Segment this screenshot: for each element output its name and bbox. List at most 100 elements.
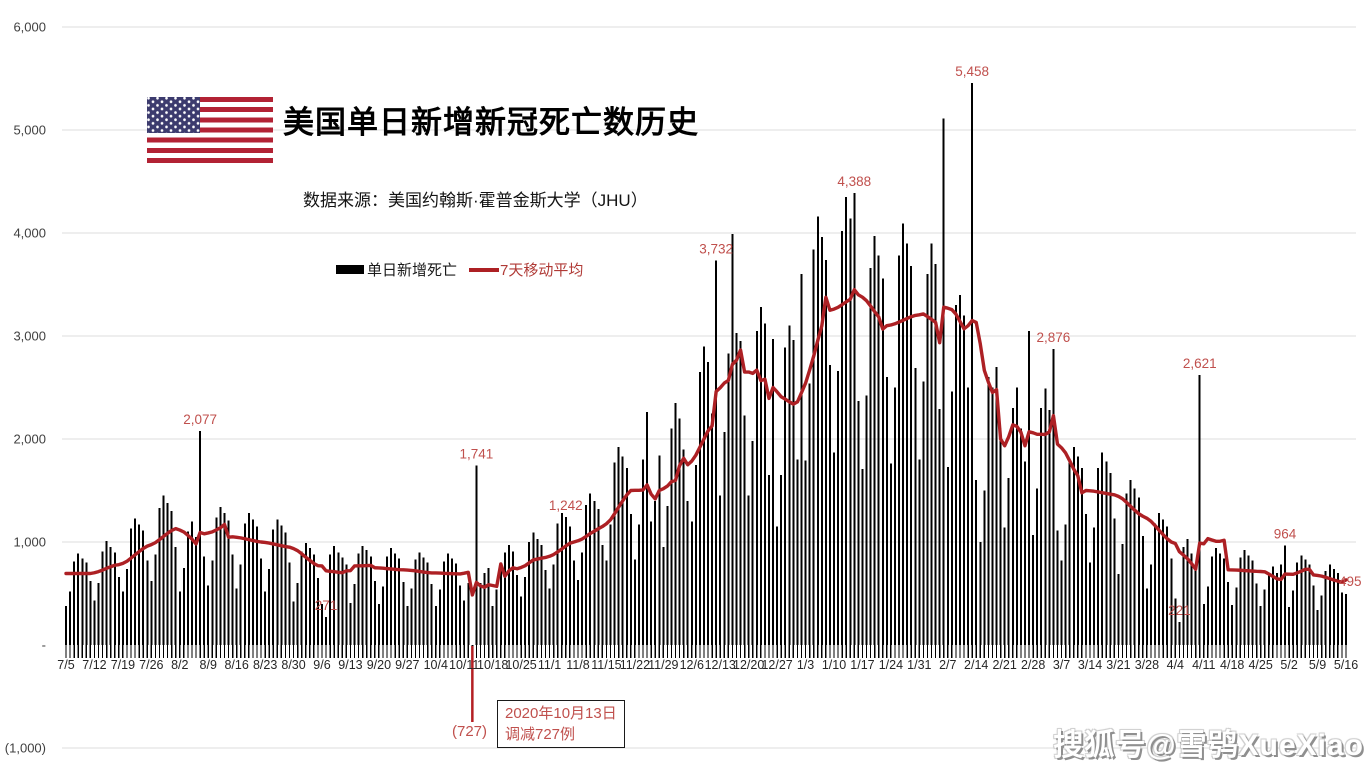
daily-bar: [532, 532, 535, 645]
daily-bar: [101, 551, 104, 645]
x-tick-label: 12/13: [705, 658, 736, 672]
daily-bar: [215, 517, 218, 645]
x-tick-label: 3/7: [1053, 658, 1070, 672]
daily-bar: [930, 243, 933, 646]
daily-bar: [585, 504, 588, 645]
daily-bar: [93, 600, 96, 645]
daily-bar: [629, 514, 632, 645]
daily-bar: [658, 455, 661, 645]
annotation-label: 2,621: [1183, 356, 1217, 371]
daily-bar: [690, 521, 693, 645]
y-tick-label: 4,000: [13, 226, 46, 241]
daily-bar: [516, 574, 519, 645]
daily-bar: [788, 325, 791, 645]
daily-bar: [150, 581, 153, 645]
daily-bar: [1328, 564, 1331, 645]
x-tick-label: 7/19: [111, 658, 135, 672]
daily-bar: [195, 536, 198, 645]
daily-bar: [146, 560, 149, 645]
daily-bar: [763, 323, 766, 645]
daily-bar: [1064, 524, 1067, 645]
daily-bar: [442, 561, 445, 645]
annotation-label: 5,458: [955, 64, 989, 79]
daily-bar: [804, 460, 807, 645]
daily-bar: [422, 557, 425, 645]
daily-bar: [621, 456, 624, 645]
daily-bar: [767, 475, 770, 645]
daily-bar: [69, 591, 72, 645]
y-tick-label: 6,000: [13, 20, 46, 35]
legend-line-swatch: [469, 267, 500, 272]
event-callout-box: 2020年10月13日 调减727例: [497, 700, 625, 748]
daily-bar: [902, 223, 905, 646]
daily-bar: [609, 524, 612, 645]
daily-bar: [276, 519, 279, 645]
daily-bar: [678, 418, 681, 645]
daily-bar: [865, 395, 868, 645]
daily-bar: [65, 605, 67, 645]
daily-bar: [451, 558, 454, 645]
daily-bar: [333, 546, 336, 645]
daily-bar: [601, 545, 604, 645]
daily-bar: [1023, 461, 1026, 645]
daily-bar: [73, 561, 76, 645]
x-tick-label: 10/11: [449, 658, 479, 672]
daily-bar: [475, 465, 478, 645]
daily-bar: [1129, 480, 1132, 645]
daily-bar: [1312, 585, 1315, 645]
daily-bar: [162, 495, 165, 645]
daily-bar: [1284, 545, 1287, 645]
daily-bar: [772, 339, 775, 645]
x-tick-label: 8/9: [200, 658, 217, 672]
daily-bar: [735, 332, 738, 645]
daily-bar: [1271, 566, 1274, 645]
daily-bar: [1304, 559, 1307, 645]
daily-bar: [873, 236, 876, 645]
daily-bar: [528, 542, 531, 645]
daily-bar: [755, 330, 758, 645]
daily-bar: [125, 568, 128, 645]
daily-bar: [235, 588, 238, 645]
x-tick-label: 12/20: [733, 658, 764, 672]
daily-bar: [792, 340, 795, 645]
daily-bar: [426, 562, 429, 645]
event-callout-desc: 调减727例: [505, 726, 576, 743]
daily-bar: [174, 547, 177, 645]
legend: 单日新增死亡 7天移动平均: [336, 259, 583, 280]
daily-bar: [1084, 514, 1087, 645]
daily-bar: [581, 552, 584, 645]
daily-bar: [633, 559, 636, 645]
daily-bar: [1089, 562, 1091, 645]
daily-bar: [455, 563, 458, 645]
y-tick-label: -: [42, 638, 46, 653]
daily-bar: [971, 82, 974, 645]
daily-bar: [922, 381, 925, 645]
daily-bar: [251, 519, 254, 645]
daily-bar: [934, 263, 937, 645]
annotation-label: 2,077: [183, 412, 217, 427]
daily-bar: [459, 585, 462, 645]
x-tick-label: 9/27: [395, 658, 419, 672]
daily-bar: [784, 347, 787, 645]
daily-bar: [1320, 595, 1323, 645]
x-tick-label: 1/10: [822, 658, 846, 672]
daily-bar: [991, 387, 994, 645]
daily-bar: [1219, 553, 1222, 645]
daily-bar: [1259, 605, 1262, 645]
daily-bar: [113, 552, 116, 645]
y-tick-label: 2,000: [13, 432, 46, 447]
daily-bar: [979, 542, 982, 645]
daily-bar: [1109, 472, 1112, 645]
x-tick-label: 1/24: [879, 658, 903, 672]
annotation-label: 271: [315, 598, 338, 613]
daily-bar: [568, 526, 571, 645]
x-tick-label: 9/13: [338, 658, 362, 672]
daily-bar: [109, 547, 112, 645]
daily-bar: [390, 548, 393, 645]
daily-bar: [881, 278, 884, 645]
legend-ma-label: 7天移动平均: [500, 262, 584, 279]
daily-bar: [824, 259, 827, 645]
daily-bar: [682, 449, 685, 645]
x-tick-label: 3/14: [1078, 658, 1102, 672]
x-tick-label: 8/23: [253, 658, 277, 672]
